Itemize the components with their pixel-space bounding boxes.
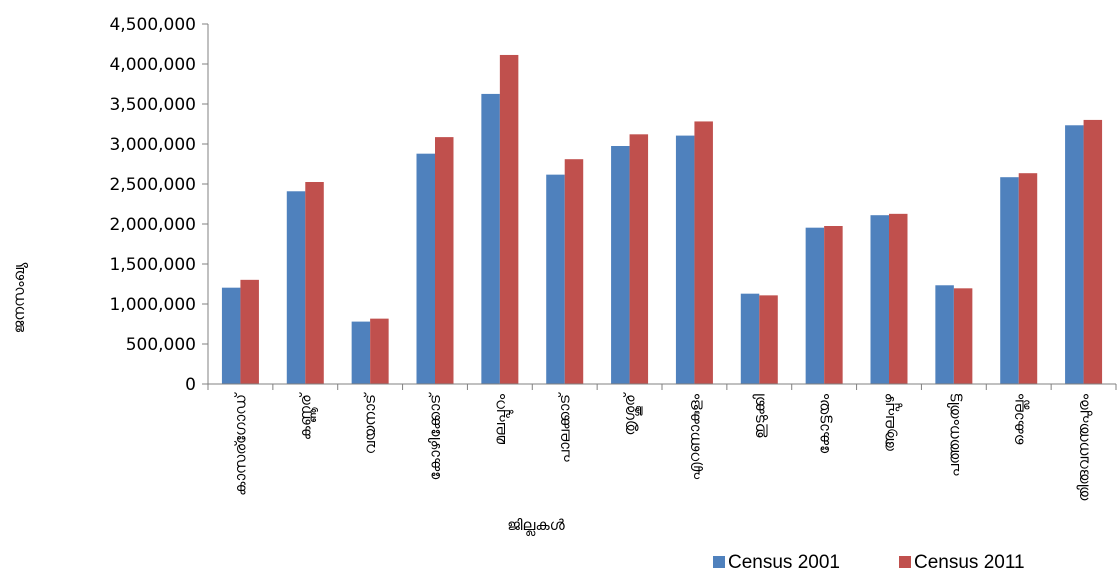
legend-swatch-2001	[713, 556, 725, 568]
y-tick-label: 2,000,000	[109, 215, 196, 235]
axes	[207, 24, 1117, 390]
bar-census-2011	[953, 288, 973, 384]
bar-census-2011	[759, 295, 778, 384]
bar-census-2011	[499, 54, 519, 385]
legend: Census 2001 Census 2011	[713, 552, 1025, 573]
y-tick-label: 1,500,000	[109, 255, 196, 275]
y-tick-label: 0	[185, 375, 196, 395]
x-category-label: കോഴിക്കോട്	[426, 391, 444, 480]
bar-census-2001	[351, 321, 371, 384]
y-tick-label: 500,000	[126, 335, 196, 355]
bar-census-2001	[286, 191, 306, 384]
bar-census-2001	[221, 287, 241, 384]
x-category-label: കണ്ണൂര്	[296, 391, 318, 440]
y-tick-label: 4,000,000	[109, 55, 196, 75]
bars	[221, 54, 1103, 385]
bar-census-2001	[1065, 125, 1084, 384]
bar-census-2001	[416, 153, 435, 384]
bar-census-2001	[805, 227, 825, 384]
y-axis-title: ജനസംഖ്യ	[10, 262, 28, 333]
x-category-label: തൃശ്ശൂര്	[621, 391, 642, 435]
y-tick-label: 2,500,000	[109, 175, 196, 195]
bar-census-2001	[935, 285, 954, 384]
x-category-label: കാസര്ഗോഡ്	[231, 391, 249, 496]
y-tick-label: 1,000,000	[109, 295, 196, 315]
x-category-label: ഇടുക്കി	[750, 393, 768, 438]
bar-census-2011	[889, 213, 908, 384]
x-category-label: കൊല്ലം	[1010, 393, 1030, 445]
y-tick-label: 3,000,000	[109, 135, 196, 155]
bar-census-2011	[564, 159, 584, 384]
bar-census-2011	[370, 318, 389, 384]
bar-census-2001	[740, 293, 760, 384]
legend-label-2011: Census 2011	[914, 552, 1025, 573]
x-category-label: കോട്ടയം	[815, 393, 833, 454]
bar-census-2011	[694, 121, 713, 384]
x-category-label: പാലക്കാട്	[556, 391, 574, 463]
bar-census-2001	[481, 93, 500, 385]
y-tick-label: 4,500,000	[109, 15, 196, 35]
bar-census-2011	[240, 279, 259, 384]
bar-census-2001	[675, 135, 695, 384]
bar-census-2011	[1083, 119, 1103, 385]
bar-census-2011	[824, 226, 843, 384]
x-category-label: മലപ്പുറം	[491, 393, 514, 445]
bar-census-2011	[305, 182, 324, 384]
legend-label-2001: Census 2001	[728, 552, 840, 573]
bar-census-2001	[546, 174, 565, 384]
bar-census-2011	[1018, 173, 1038, 384]
y-tick-label: 3,500,000	[109, 95, 196, 115]
legend-swatch-2011	[899, 556, 911, 568]
bar-census-2001	[1000, 177, 1019, 384]
x-category-label: എറണാകുളം	[685, 393, 703, 480]
y-axis-ticks: 0 500,000 1,000,000 1,500,000 2,000,000 2,500…	[109, 15, 208, 395]
x-axis-title: ജില്ലകൾ	[507, 516, 565, 536]
bar-census-2001	[870, 215, 889, 384]
bar-census-2001	[611, 146, 630, 384]
x-category-label: ആലപ്പുഴ	[880, 394, 903, 452]
x-category-label: തിരുവനന്തപുരം	[1075, 393, 1094, 501]
bar-census-2011	[629, 134, 649, 384]
x-category-label: പത്തനംതിട്ട	[945, 394, 963, 477]
x-axis-categories: കാസര്ഗോഡ് കണ്ണൂര് വയനാട് കോഴിക്കോട് മലപ്പുറം…	[231, 391, 1093, 501]
x-category-label: വയനാട്	[361, 391, 379, 454]
bar-census-2011	[435, 137, 454, 384]
